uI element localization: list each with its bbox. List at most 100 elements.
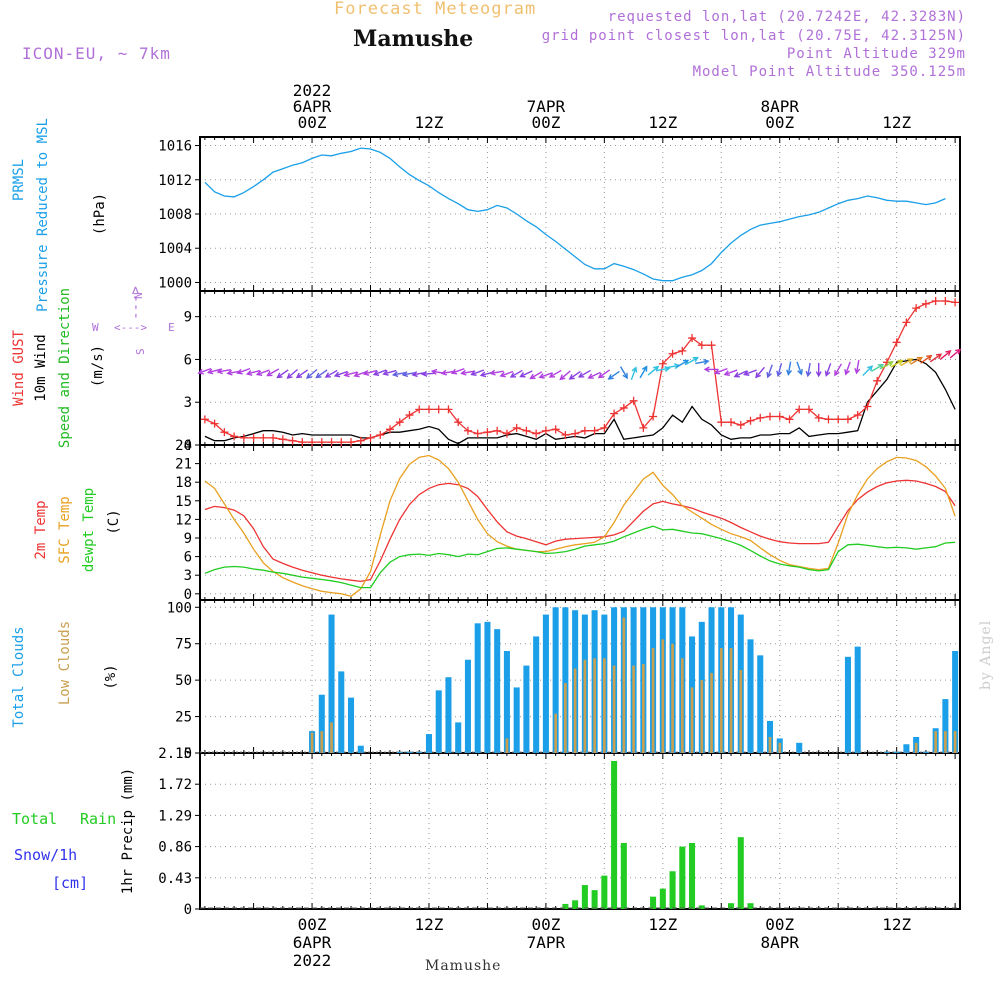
total-cloud-bar — [503, 651, 510, 753]
wind-direction-arrowhead — [597, 372, 605, 379]
gust-marker — [463, 426, 472, 435]
gust-marker — [376, 431, 385, 440]
low-cloud-bar — [564, 683, 567, 753]
wind-direction-arrowhead — [266, 370, 273, 377]
pressure-label-short: PRMSL — [11, 159, 27, 201]
wind-direction-arrowhead — [206, 368, 214, 375]
gust-marker — [473, 429, 482, 438]
wind-direction-arrowhead — [372, 370, 380, 376]
total-cloud-bar — [455, 722, 462, 753]
wind-direction-arrow — [306, 368, 318, 379]
wind-direction-arrowhead — [755, 372, 761, 379]
gust-marker — [746, 416, 755, 425]
wind-direction-arrow — [500, 370, 514, 377]
pressure-unit: (hPa) — [92, 193, 108, 235]
low-cloud-bar — [953, 731, 957, 753]
gust-marker — [502, 429, 511, 438]
y-tick-label: 2.15 — [158, 746, 192, 762]
total-cloud-bar — [854, 646, 861, 753]
gust-marker — [619, 403, 628, 412]
gust-marker — [668, 349, 677, 358]
wind-direction-arrow — [619, 366, 628, 379]
total-cloud-bar — [796, 742, 803, 753]
total-cloud-bar — [348, 697, 355, 753]
wind-direction-arrowhead — [226, 369, 233, 376]
wind-direction-arrowhead — [411, 371, 418, 378]
gust-marker — [434, 405, 443, 414]
total-cloud-bar — [533, 636, 540, 753]
gust-marker — [288, 436, 297, 445]
rain-bar — [698, 905, 705, 909]
total-cloud-bar — [464, 659, 471, 753]
y-tick-label: 24 — [175, 438, 192, 454]
y-tick-label: 18 — [175, 475, 192, 491]
wind-direction-arrowhead — [867, 365, 874, 372]
time-label-bottom: 12Z — [648, 915, 677, 934]
wind-direction-arrowhead — [713, 368, 721, 375]
time-label-top: 00Z — [765, 113, 794, 132]
low-cloud-bar — [739, 669, 743, 753]
gust-marker — [308, 438, 317, 447]
wind-direction-arrow — [630, 367, 637, 381]
wind-direction-arrow — [862, 365, 873, 376]
wind-direction-arrowhead — [440, 369, 448, 376]
wind-direction-arrow — [949, 349, 961, 359]
location-title: Mamushe — [353, 26, 474, 52]
pressure-line — [204, 147, 946, 282]
y-tick-label: 9 — [184, 531, 192, 547]
gust-label: Wind GUST — [11, 330, 27, 406]
wind-direction-arrowhead — [682, 359, 690, 366]
gust-marker — [356, 436, 365, 445]
wind-direction-arrowhead — [353, 371, 360, 378]
low-cloud-bar — [768, 736, 772, 753]
time-label-bottom: 00Z — [298, 915, 327, 934]
total-cloud-bar — [883, 751, 890, 753]
total-cloud-bar — [338, 671, 345, 753]
wind-direction-arrowhead — [723, 370, 730, 376]
gust-marker — [424, 405, 433, 414]
gust-marker — [415, 405, 424, 414]
time-label-top: 12Z — [415, 113, 444, 132]
wind-direction-arrowhead — [703, 358, 710, 365]
gust-marker — [775, 412, 784, 421]
low-cloud-bar — [934, 731, 937, 753]
y-tick-label: 0 — [184, 902, 192, 918]
gust-marker — [347, 438, 356, 447]
wind-direction-arrowhead — [955, 348, 962, 355]
dewpoint-label: dewpt Temp — [81, 488, 97, 572]
rain-bar — [572, 900, 579, 909]
wind-direction-arrowhead — [499, 371, 506, 378]
y-tick-label: 6 — [184, 550, 192, 566]
wind-direction-arrowhead — [362, 370, 370, 376]
gust-marker — [931, 296, 940, 305]
total-cloud-bar — [552, 607, 559, 753]
y-tick-label: 1008 — [158, 207, 192, 223]
total-cloud-bar — [903, 744, 910, 753]
wind-direction-arrowhead — [577, 372, 585, 378]
rain-bar — [659, 888, 666, 909]
total-cloud-bar — [942, 699, 949, 753]
wind-direction-arrow — [510, 369, 523, 378]
rain-bar — [581, 885, 588, 909]
wind-direction-arrowhead — [197, 368, 204, 375]
low-cloud-bar — [505, 738, 509, 753]
time-label-top: 7APR — [527, 97, 566, 116]
wind-direction-arrowhead — [548, 372, 556, 378]
gust-marker — [317, 438, 326, 447]
wind-direction-arrow — [208, 368, 222, 374]
wind-direction-arrowhead — [664, 366, 671, 372]
rain-bar — [620, 842, 627, 909]
wind-direction-arrowhead — [935, 353, 943, 360]
gust-marker — [278, 435, 287, 444]
y-tick-label: 1016 — [158, 139, 192, 155]
gust-marker — [892, 338, 901, 347]
wind-direction-arrowhead — [460, 369, 467, 376]
wind-direction-arrowhead — [295, 372, 303, 379]
time-label-top: 2022 — [293, 81, 332, 100]
wind-direction-arrow — [871, 364, 884, 372]
wind-direction-arrow — [855, 360, 860, 374]
wind-direction-arrowhead — [887, 361, 894, 367]
rain-bar — [689, 842, 696, 909]
wind-direction-arrow — [461, 370, 475, 375]
